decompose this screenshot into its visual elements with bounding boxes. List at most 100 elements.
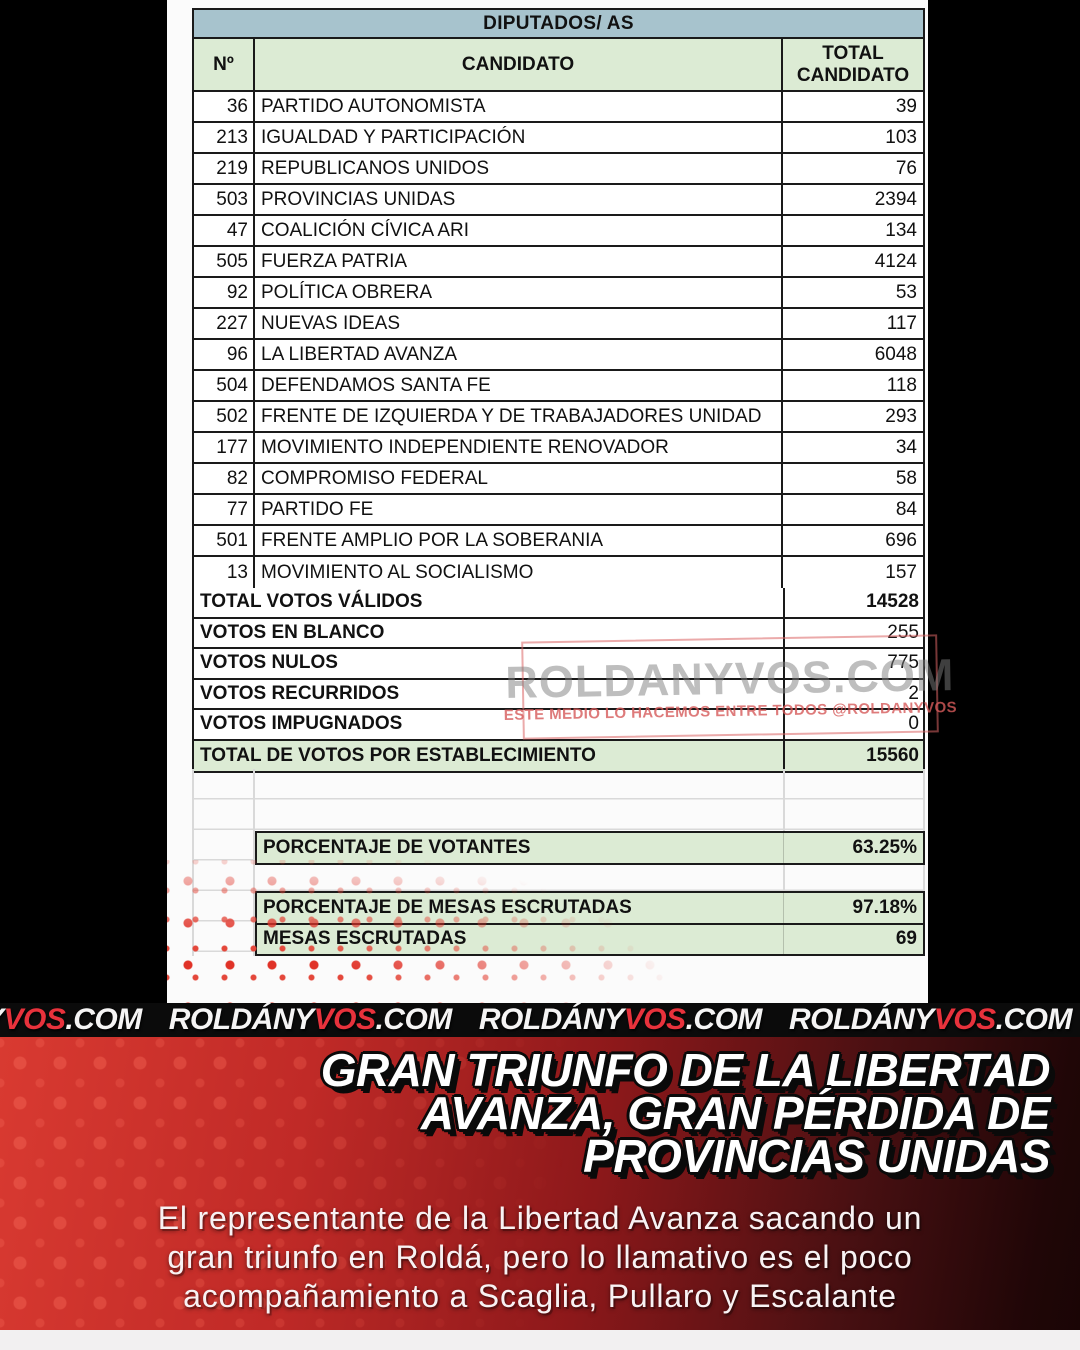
cell-candidate: COMPROMISO FEDERAL — [255, 464, 783, 493]
cell-total: 6048 — [874, 343, 917, 365]
cell-candidate: NUEVAS IDEAS — [255, 309, 783, 338]
summary-row: TOTAL VOTOS VÁLIDOS 14528 — [194, 588, 923, 619]
banner-segment: ROLDÁNYVOS.COM — [168, 1003, 453, 1037]
summary-label: VOTOS RECURRIDOS — [194, 679, 785, 708]
table-title: DIPUTADOS/ AS — [194, 10, 923, 39]
cell-num: 177 — [194, 433, 255, 462]
summary-value: 15560 — [866, 744, 919, 766]
summary-value: 255 — [887, 621, 919, 643]
summary-rows: TOTAL VOTOS VÁLIDOS 14528 VOTOS EN BLANCO 2… — [194, 588, 923, 771]
cell-num: 227 — [194, 309, 255, 338]
cell-num: 501 — [194, 526, 255, 555]
table-row: 227 NUEVAS IDEAS 117 — [194, 309, 923, 340]
cell-num: 505 — [194, 247, 255, 276]
table-row: 92 POLÍTICA OBRERA 53 — [194, 278, 923, 309]
table-row: 82 COMPROMISO FEDERAL 58 — [194, 464, 923, 495]
subtitle-line: gran triunfo en Roldá, pero lo llamativo… — [167, 1239, 913, 1275]
cell-candidate: FRENTE DE IZQUIERDA Y DE TRABAJADORES UN… — [255, 402, 783, 431]
summary-value: 775 — [887, 652, 919, 674]
banner-segment: ROLDÁNYVOS.COM — [478, 1003, 763, 1037]
cell-candidate: PARTIDO FE — [255, 495, 783, 524]
watermark: ROLDANYVOS.COM ESTE MEDIO LO HACEMOS ENT… — [504, 634, 957, 740]
cell-num: 13 — [194, 557, 255, 588]
cell-total: 157 — [885, 561, 917, 583]
banner-text-part: VOS — [3, 1003, 66, 1036]
banner-text-part: ROLDÁNY — [168, 1003, 314, 1036]
table-header-row: Nº CANDIDATO TOTAL CANDIDATO — [194, 39, 923, 92]
cell-total: 2394 — [874, 188, 917, 210]
table-row: 177 MOVIMIENTO INDEPENDIENTE RENOVADOR 34 — [194, 433, 923, 464]
table-row: 219 REPUBLICANOS UNIDOS 76 — [194, 154, 923, 185]
cell-total: 117 — [886, 312, 917, 334]
grid-line — [192, 769, 194, 956]
stat-row: PORCENTAJE DE MESAS ESCRUTADAS 97.18% — [257, 893, 923, 925]
cell-num: 502 — [194, 402, 255, 431]
summary-label: TOTAL DE VOTOS POR ESTABLECIMIENTO — [194, 740, 785, 771]
cell-num: 82 — [194, 464, 255, 493]
table-row: 213 IGUALDAD Y PARTICIPACIÓN 103 — [194, 123, 923, 154]
banner-text-part: .COM — [65, 1003, 142, 1036]
cell-total: 118 — [886, 374, 917, 396]
banner-text-part: VOS — [933, 1003, 996, 1036]
summary-label: VOTOS EN BLANCO — [194, 618, 785, 647]
banner-text-part: .COM — [685, 1003, 763, 1036]
table-row: 13 MOVIMIENTO AL SOCIALISMO 157 — [194, 557, 923, 588]
stat-row: MESAS ESCRUTADAS 69 — [257, 924, 923, 954]
summary-label: VOTOS IMPUGNADOS — [194, 710, 785, 739]
cell-candidate: MOVIMIENTO AL SOCIALISMO — [255, 557, 783, 588]
stat-label: PORCENTAJE DE VOTANTES — [263, 837, 531, 858]
cell-candidate: DEFENDAMOS SANTA FE — [255, 371, 783, 400]
cell-candidate: PROVINCIAS UNIDAS — [255, 185, 783, 214]
summary-row: VOTOS EN BLANCO 255 — [194, 618, 923, 649]
subtitle-line: El representante de la Libertad Avanza s… — [157, 1200, 923, 1236]
cell-num: 96 — [194, 340, 255, 369]
column-header-candidate: CANDIDATO — [255, 39, 783, 90]
summary-value: 2 — [908, 682, 919, 704]
cell-candidate: PARTIDO AUTONOMISTA — [255, 92, 783, 121]
banner-text-part: .COM — [375, 1003, 452, 1036]
column-header-total: TOTAL CANDIDATO — [796, 42, 910, 86]
banner-segment: ROLDÁNYVOS.COM — [788, 1003, 1073, 1037]
cell-candidate: POLÍTICA OBRERA — [255, 278, 783, 307]
stat-label: PORCENTAJE DE MESAS ESCRUTADAS — [263, 896, 632, 918]
column-header-num: Nº — [194, 39, 255, 90]
table-row: 502 FRENTE DE IZQUIERDA Y DE TRABAJADORES… — [194, 402, 923, 433]
cell-total: 39 — [895, 95, 917, 117]
cell-num: 36 — [194, 92, 255, 121]
table-row: 504 DEFENDAMOS SANTA FE 118 — [194, 371, 923, 402]
summary-row: VOTOS NULOS 775 — [194, 649, 923, 680]
summary-label: VOTOS NULOS — [194, 649, 785, 678]
cell-total: 696 — [885, 529, 917, 551]
results-table: DIPUTADOS/ AS Nº CANDIDATO TOTAL CANDIDA… — [192, 8, 925, 773]
cell-candidate: FUERZA PATRIA — [255, 247, 783, 276]
cell-total: 84 — [895, 498, 917, 520]
banner-text-part: Y — [0, 1003, 4, 1036]
summary-row: TOTAL DE VOTOS POR ESTABLECIMIENTO 15560 — [194, 740, 923, 771]
cell-num: 47 — [194, 216, 255, 245]
cell-total: 53 — [895, 281, 917, 303]
results-card: DIPUTADOS/ AS Nº CANDIDATO TOTAL CANDIDA… — [167, 0, 957, 1003]
cell-candidate: COALICIÓN CÍVICA ARI — [255, 216, 783, 245]
cell-candidate: IGUALDAD Y PARTICIPACIÓN — [255, 123, 783, 152]
watermark-main: ROLDANYVOS.COM — [504, 648, 955, 708]
cell-candidate: FRENTE AMPLIO POR LA SOBERANIA — [255, 526, 783, 555]
banner-text-part: ROLDÁNY — [478, 1003, 624, 1036]
cell-total: 58 — [895, 467, 917, 489]
cell-num: 213 — [194, 123, 255, 152]
table-row: 36 PARTIDO AUTONOMISTA 39 — [194, 92, 923, 123]
summary-row: VOTOS RECURRIDOS 2 — [194, 679, 923, 710]
table-row: 96 LA LIBERTAD AVANZA 6048 — [194, 340, 923, 371]
cell-num: 77 — [194, 495, 255, 524]
table-row: 501 FRENTE AMPLIO POR LA SOBERANIA 696 — [194, 526, 923, 557]
table-row: 505 FUERZA PATRIA 4124 — [194, 247, 923, 278]
table-row: 503 PROVINCIAS UNIDAS 2394 — [194, 185, 923, 216]
banner-text-part: ROLDÁNY — [788, 1003, 934, 1036]
banner-text-part: .COM — [995, 1003, 1073, 1036]
cell-total: 134 — [885, 219, 917, 241]
subtitle: El representante de la Libertad Avanza s… — [0, 1199, 1080, 1316]
cell-candidate: MOVIMIENTO INDEPENDIENTE RENOVADOR — [255, 433, 783, 462]
bottom-strip — [0, 1330, 1080, 1350]
banner-text-part: VOS — [623, 1003, 686, 1036]
cell-total: 4124 — [874, 250, 917, 272]
